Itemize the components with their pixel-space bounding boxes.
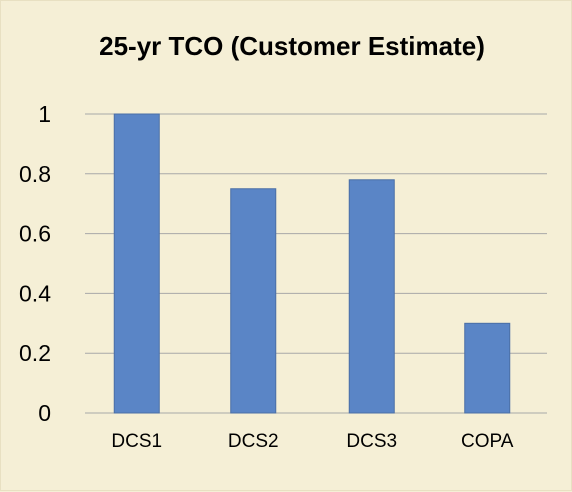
- bar-dcs2: [230, 188, 277, 414]
- bars: [113, 113, 511, 414]
- x-tick-label: DCS2: [228, 431, 279, 452]
- y-tick-label: 0.4: [19, 280, 51, 306]
- x-axis-ticks: DCS1 DCS2 DCS3 COPA: [111, 431, 513, 452]
- bar-dcs3: [348, 179, 395, 414]
- chart-title: 25-yr TCO (Customer Estimate): [99, 31, 485, 61]
- y-tick-label: 0.2: [19, 340, 51, 366]
- bar-copa: [464, 322, 511, 414]
- y-axis-ticks: 0 0.2 0.4 0.6 0.8 1: [19, 101, 51, 426]
- y-tick-label: 0: [38, 400, 51, 426]
- y-tick-label: 1: [38, 101, 51, 127]
- x-tick-label: COPA: [461, 431, 514, 452]
- y-tick-label: 0.6: [19, 221, 51, 247]
- y-tick-label: 0.8: [19, 161, 51, 187]
- x-tick-label: DCS1: [111, 431, 162, 452]
- bar-dcs1: [113, 113, 160, 414]
- x-tick-label: DCS3: [346, 431, 397, 452]
